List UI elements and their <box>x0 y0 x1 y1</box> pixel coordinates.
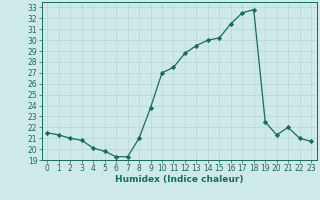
X-axis label: Humidex (Indice chaleur): Humidex (Indice chaleur) <box>115 175 244 184</box>
